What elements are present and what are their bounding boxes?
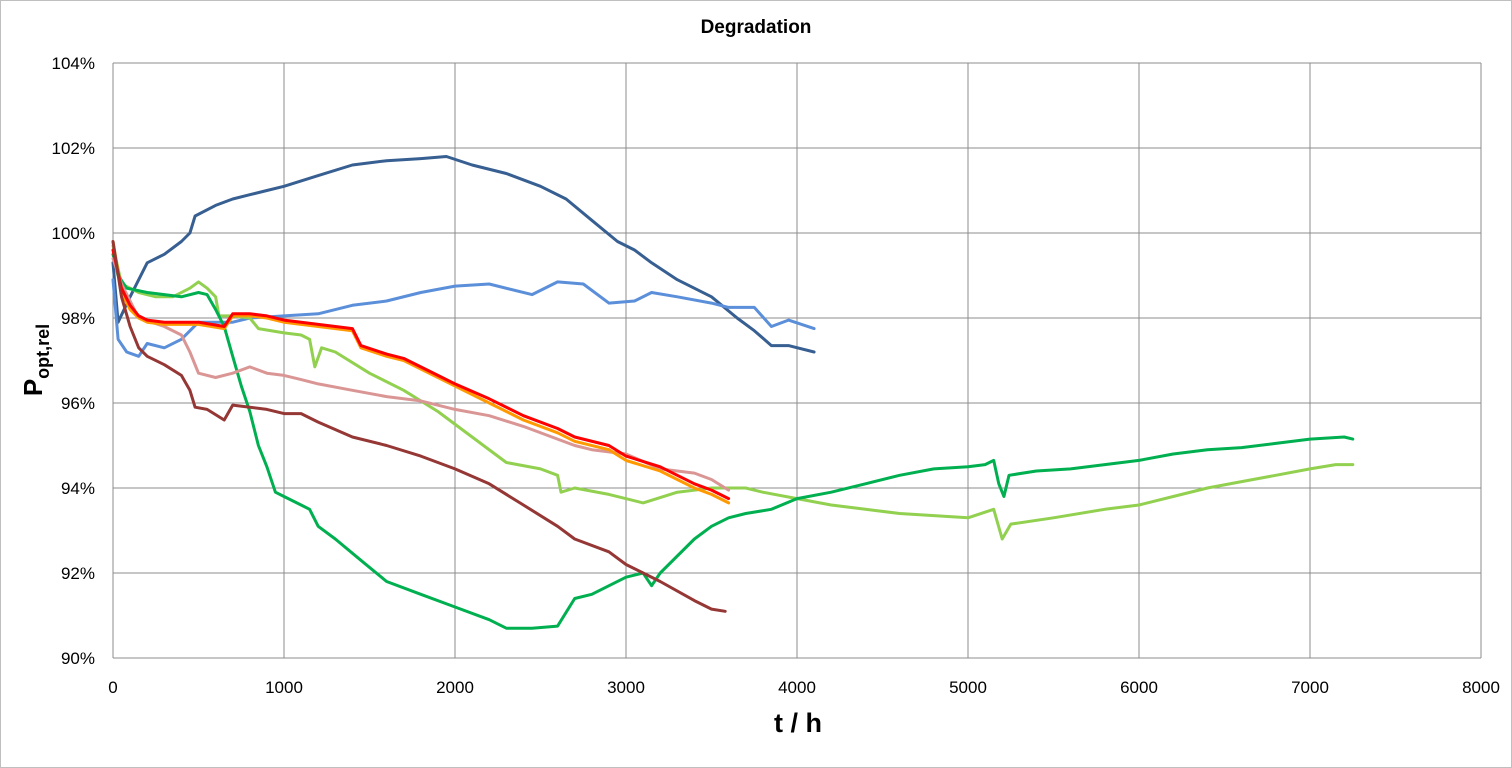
x-axis-title: t / h — [774, 708, 822, 738]
x-tick-label: 8000 — [1462, 678, 1500, 697]
y-tick-label: 96% — [61, 394, 95, 413]
series-line-3 — [111, 244, 1355, 541]
series-line-6 — [111, 240, 731, 505]
y-axis-title-subscript: opt,rel — [33, 324, 53, 379]
series-line-2 — [111, 278, 816, 358]
x-tick-label: 2000 — [436, 678, 474, 697]
y-axis-title-main: P — [18, 379, 48, 396]
y-axis-title: Popt,rel — [18, 324, 53, 396]
series-lines — [111, 155, 1355, 630]
y-tick-label: 102% — [52, 139, 95, 158]
y-tick-label: 98% — [61, 309, 95, 328]
chart-title: Degradation — [701, 17, 812, 38]
x-tick-label: 4000 — [778, 678, 816, 697]
y-tick-label: 104% — [52, 54, 95, 73]
series-line-7 — [111, 248, 731, 501]
x-tick-label: 5000 — [949, 678, 987, 697]
x-tick-label: 6000 — [1120, 678, 1158, 697]
series-line-4 — [111, 252, 1355, 630]
x-tick-label: 1000 — [265, 678, 303, 697]
tick-labels: 90% 92% 94% 96% 98% 100% 102% 104% 0 1000 2000 3000… — [52, 54, 1500, 697]
x-tick-label: 3000 — [607, 678, 645, 697]
gridlines — [112, 62, 1482, 659]
series-line-1 — [111, 155, 816, 354]
y-tick-label: 92% — [61, 564, 95, 583]
x-tick-label: 7000 — [1291, 678, 1329, 697]
series-line-8 — [111, 240, 727, 613]
x-tick-label: 0 — [108, 678, 117, 697]
y-tick-label: 90% — [61, 649, 95, 668]
y-tick-label: 94% — [61, 479, 95, 498]
svg-text:Popt,rel: Popt,rel — [18, 324, 53, 396]
series-line-5 — [111, 257, 731, 492]
y-tick-label: 100% — [52, 224, 95, 243]
